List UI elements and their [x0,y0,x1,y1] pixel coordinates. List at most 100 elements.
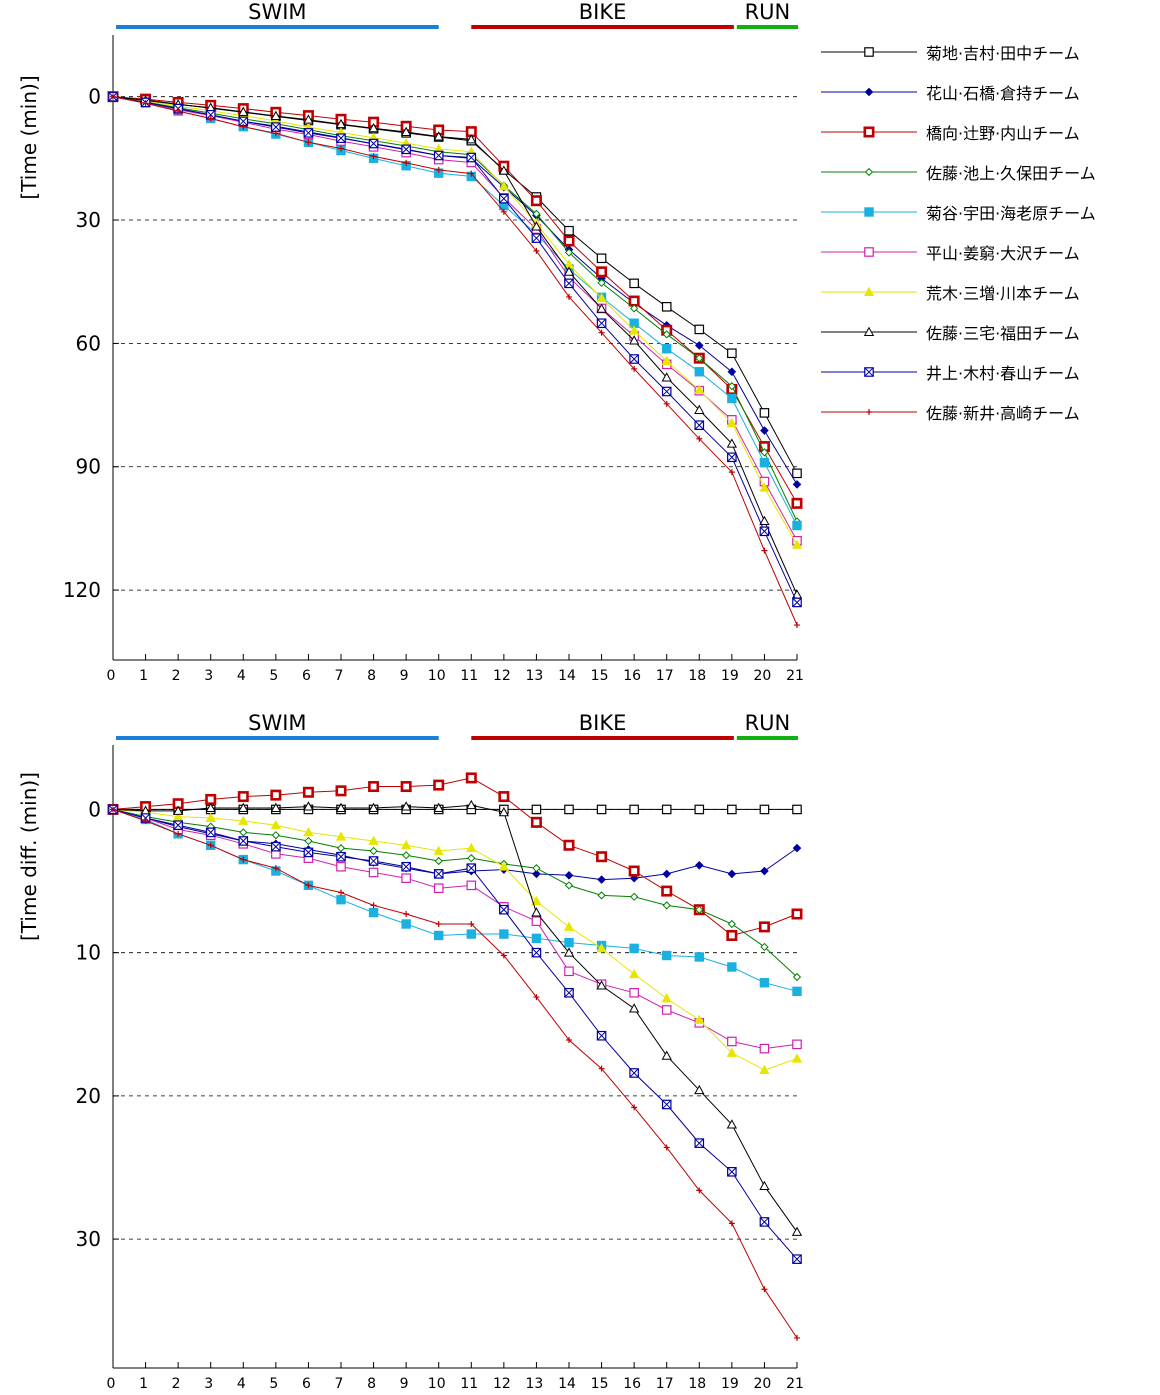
data-point [661,386,672,397]
data-point [400,126,412,136]
legend-item-5: 菊谷·宇田·海老原チーム [821,204,1096,223]
data-point-cross [434,869,444,879]
x-tick-label: 14 [558,668,576,684]
data-point [727,393,737,404]
x-tick-label: 18 [688,668,706,684]
data-point [563,266,575,276]
data-point [695,354,704,363]
data-point [468,921,475,928]
data-point [402,851,411,860]
data-point [239,828,248,837]
data-point [205,827,216,838]
data-point [792,843,802,853]
data-point-cross [369,856,379,866]
data-point-cross [727,452,737,462]
data-point [759,978,770,988]
data-point [791,1053,803,1063]
data-point [533,247,540,254]
data-point [792,804,802,815]
series-line [112,96,798,626]
data-point-cross [271,842,281,852]
x-tick-label: 9 [400,668,409,684]
data-point [466,880,477,891]
data-point [628,1003,640,1013]
data-point [759,482,770,492]
x-tick-label: 12 [493,668,511,684]
data-point [792,468,802,479]
data-point [727,452,737,463]
legend-marker [864,87,874,97]
series-line [112,777,798,937]
y-tick-label: 10 [76,941,101,965]
data-point [597,278,606,288]
legend-label: 井上·木村·春山チーム [926,364,1080,383]
series-5 [108,91,802,531]
data-point [368,907,379,918]
data-point [369,846,378,856]
data-point-cross [662,1099,672,1110]
data-point [760,866,769,876]
legend-label: 佐藤·新井·高崎チーム [926,404,1080,423]
data-point [238,815,249,825]
data-point [368,802,379,812]
legend-label: 佐藤·池上·久保田チーム [926,164,1096,183]
data-point-cross [792,597,802,607]
data-point [531,916,542,926]
data-point [564,987,574,998]
x-tick-label: 6 [302,668,311,684]
data-point [758,921,770,933]
data-point [335,802,347,812]
data-point [794,1334,800,1341]
series-line [112,96,798,595]
series-line [112,808,798,1050]
data-point-cross [401,144,411,154]
data-point [563,947,575,957]
legend: 菊地·吉村·田中チーム花山·石橋·倉持チーム橋向·辻野·内山チーム佐藤·池上·久… [821,44,1096,423]
data-point [727,382,736,391]
data-point-cross [238,836,248,846]
data-point [433,869,444,879]
data-point [338,145,344,152]
data-point [727,1166,737,1177]
data-point-cross [564,278,574,288]
data-point [498,180,510,191]
x-tick-label: 7 [335,668,344,684]
y-axis-label: [Time diff. (min)] [17,772,41,941]
data-point [628,865,640,877]
data-point [759,1064,770,1075]
data-point [596,266,608,278]
data-point-cross [629,354,639,364]
legend-marker [863,126,875,138]
data-point [368,781,380,793]
legend-marker [864,247,874,257]
data-point [596,318,607,329]
data-point-cross [792,1254,802,1264]
data-point [661,355,672,366]
data-point [531,895,542,906]
data-point [467,854,476,863]
x-tick-label: 2 [172,668,181,684]
legend-item-3: 橋向·辻野·内山チーム [821,124,1080,143]
data-point [564,225,574,236]
data-point [564,966,574,977]
data-point [531,804,542,815]
x-tick-label: 12 [493,1376,511,1392]
data-point-cross [303,128,313,138]
data-point-cross [271,122,281,132]
data-point [303,847,314,858]
x-tick-label: 3 [204,1376,213,1392]
data-point [304,836,313,846]
data-point [598,329,605,336]
series-line [112,96,798,522]
data-point [661,1099,672,1110]
data-point [629,1068,639,1078]
data-point [662,869,672,879]
data-point [564,248,574,257]
legend-marker [863,286,875,296]
data-point [628,295,640,307]
y-tick-label: 0 [88,797,101,821]
data-point [173,820,183,831]
x-tick-label: 20 [754,1376,772,1392]
series-line [112,808,798,1260]
data-point [563,921,575,931]
